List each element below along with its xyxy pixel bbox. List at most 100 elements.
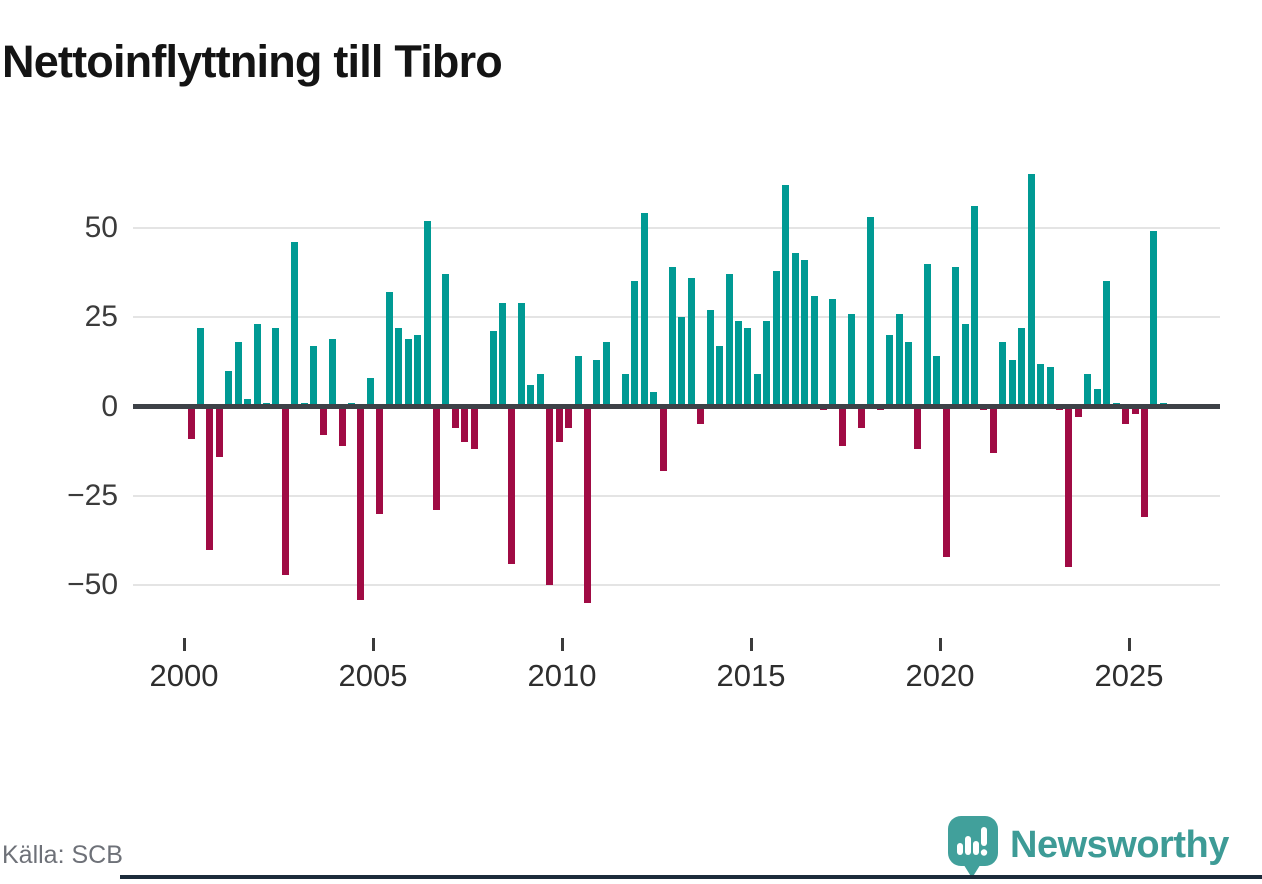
bar-2019-q2 xyxy=(914,406,922,450)
x-axis-tick-label: 2015 xyxy=(716,658,786,693)
bar-2005-q2 xyxy=(385,292,393,407)
gridline xyxy=(133,584,1220,587)
bar-2004-q4 xyxy=(366,377,374,407)
bar-2018-q4 xyxy=(895,313,903,407)
x-axis-tick xyxy=(938,638,942,651)
bar-chart-bubble-icon xyxy=(948,816,998,878)
bar-2024-q1 xyxy=(1093,388,1101,407)
bar-2008-q1 xyxy=(489,331,497,407)
newsworthy-wordmark: Newsworthy xyxy=(1010,824,1229,866)
bar-2015-q1 xyxy=(753,374,761,407)
bar-2011-q4 xyxy=(631,281,639,407)
bar-2013-q4 xyxy=(706,309,714,407)
bar-2015-q2 xyxy=(763,320,771,407)
bar-2003-q2 xyxy=(310,345,318,407)
bar-2005-q1 xyxy=(376,406,384,514)
bar-2014-q3 xyxy=(735,320,743,407)
bar-2002-q3 xyxy=(281,406,289,575)
bar-2025-q2 xyxy=(1140,406,1148,518)
bar-2010-q1 xyxy=(565,406,573,428)
bar-2013-q2 xyxy=(687,277,695,407)
x-axis-tick xyxy=(182,638,186,651)
x-axis-tick-label: 2010 xyxy=(527,658,597,693)
gridline xyxy=(133,316,1220,319)
bar-2008-q3 xyxy=(508,406,516,564)
bar-2015-q4 xyxy=(782,184,790,407)
bar-2025-q3 xyxy=(1150,231,1158,407)
bar-2009-q1 xyxy=(527,385,535,407)
bar-2016-q1 xyxy=(791,252,799,407)
bar-2017-q3 xyxy=(848,313,856,407)
bar-2008-q4 xyxy=(517,302,525,407)
x-axis-tick xyxy=(560,638,564,651)
x-axis-tick-label: 2000 xyxy=(149,658,219,693)
x-axis-tick xyxy=(371,638,375,651)
bar-2015-q3 xyxy=(772,270,780,407)
bar-2018-q1 xyxy=(867,217,875,407)
bar-2017-q2 xyxy=(838,406,846,446)
bar-2023-q2 xyxy=(1065,406,1073,568)
bar-2012-q1 xyxy=(640,213,648,407)
bar-2001-q1 xyxy=(225,370,233,407)
y-axis-tick-label: 0 xyxy=(101,389,118,423)
bar-2017-q4 xyxy=(857,406,865,428)
gridline xyxy=(133,226,1220,229)
bar-2020-q1 xyxy=(942,406,950,557)
x-axis-tick xyxy=(749,638,753,651)
page-title: Nettoinflyttning till Tibro xyxy=(2,36,503,88)
bar-2002-q2 xyxy=(272,327,280,407)
bar-2000-q3 xyxy=(206,406,214,550)
newsworthy-logo: Newsworthy xyxy=(946,816,1262,879)
bar-2016-q3 xyxy=(810,295,818,407)
bar-2016-q2 xyxy=(801,259,809,407)
y-axis-tick-label: 25 xyxy=(84,300,118,334)
bar-2010-q3 xyxy=(583,406,591,604)
bar-2019-q3 xyxy=(923,263,931,407)
bar-2013-q1 xyxy=(678,317,686,407)
bar-2022-q2 xyxy=(1027,174,1035,407)
bar-2021-q4 xyxy=(1008,360,1016,407)
bar-2023-q3 xyxy=(1074,406,1082,418)
bar-2009-q3 xyxy=(546,406,554,586)
bar-2000-q4 xyxy=(215,406,223,457)
bar-2025-q1 xyxy=(1131,406,1139,414)
bar-2001-q3 xyxy=(244,399,252,407)
bar-2018-q3 xyxy=(886,335,894,407)
bar-2005-q3 xyxy=(395,327,403,407)
bar-2021-q3 xyxy=(999,342,1007,407)
bar-2019-q4 xyxy=(933,356,941,407)
bar-2019-q1 xyxy=(904,342,912,407)
x-axis-tick xyxy=(1127,638,1131,651)
bar-2006-q2 xyxy=(423,220,431,407)
bar-2009-q4 xyxy=(555,406,563,443)
y-axis-tick-label: 50 xyxy=(84,210,118,244)
bar-2020-q3 xyxy=(961,324,969,407)
bar-2022-q4 xyxy=(1046,367,1054,407)
bar-2005-q4 xyxy=(404,338,412,407)
bar-2006-q3 xyxy=(432,406,440,511)
bar-2000-q1 xyxy=(187,406,195,439)
footer-accent-bar xyxy=(120,875,1262,879)
bar-2023-q4 xyxy=(1084,374,1092,407)
bar-2022-q1 xyxy=(1018,327,1026,407)
bar-2020-q4 xyxy=(971,206,979,407)
bar-2024-q2 xyxy=(1103,281,1111,407)
bar-2014-q2 xyxy=(725,274,733,407)
bar-2004-q1 xyxy=(338,406,346,446)
x-axis-zero-line xyxy=(133,404,1220,409)
bar-2011-q1 xyxy=(602,342,610,407)
bar-2021-q2 xyxy=(989,406,997,453)
bar-2007-q2 xyxy=(461,406,469,443)
bar-2000-q2 xyxy=(196,327,204,407)
bar-2012-q3 xyxy=(659,406,667,471)
bar-2022-q3 xyxy=(1037,363,1045,407)
bar-2012-q2 xyxy=(650,392,658,407)
bar-2004-q3 xyxy=(357,406,365,600)
bar-2003-q4 xyxy=(329,338,337,407)
x-axis-tick-label: 2005 xyxy=(338,658,408,693)
bar-2002-q4 xyxy=(291,242,299,407)
bar-2001-q2 xyxy=(234,342,242,407)
bar-2001-q4 xyxy=(253,324,261,407)
bar-2014-q4 xyxy=(744,327,752,407)
